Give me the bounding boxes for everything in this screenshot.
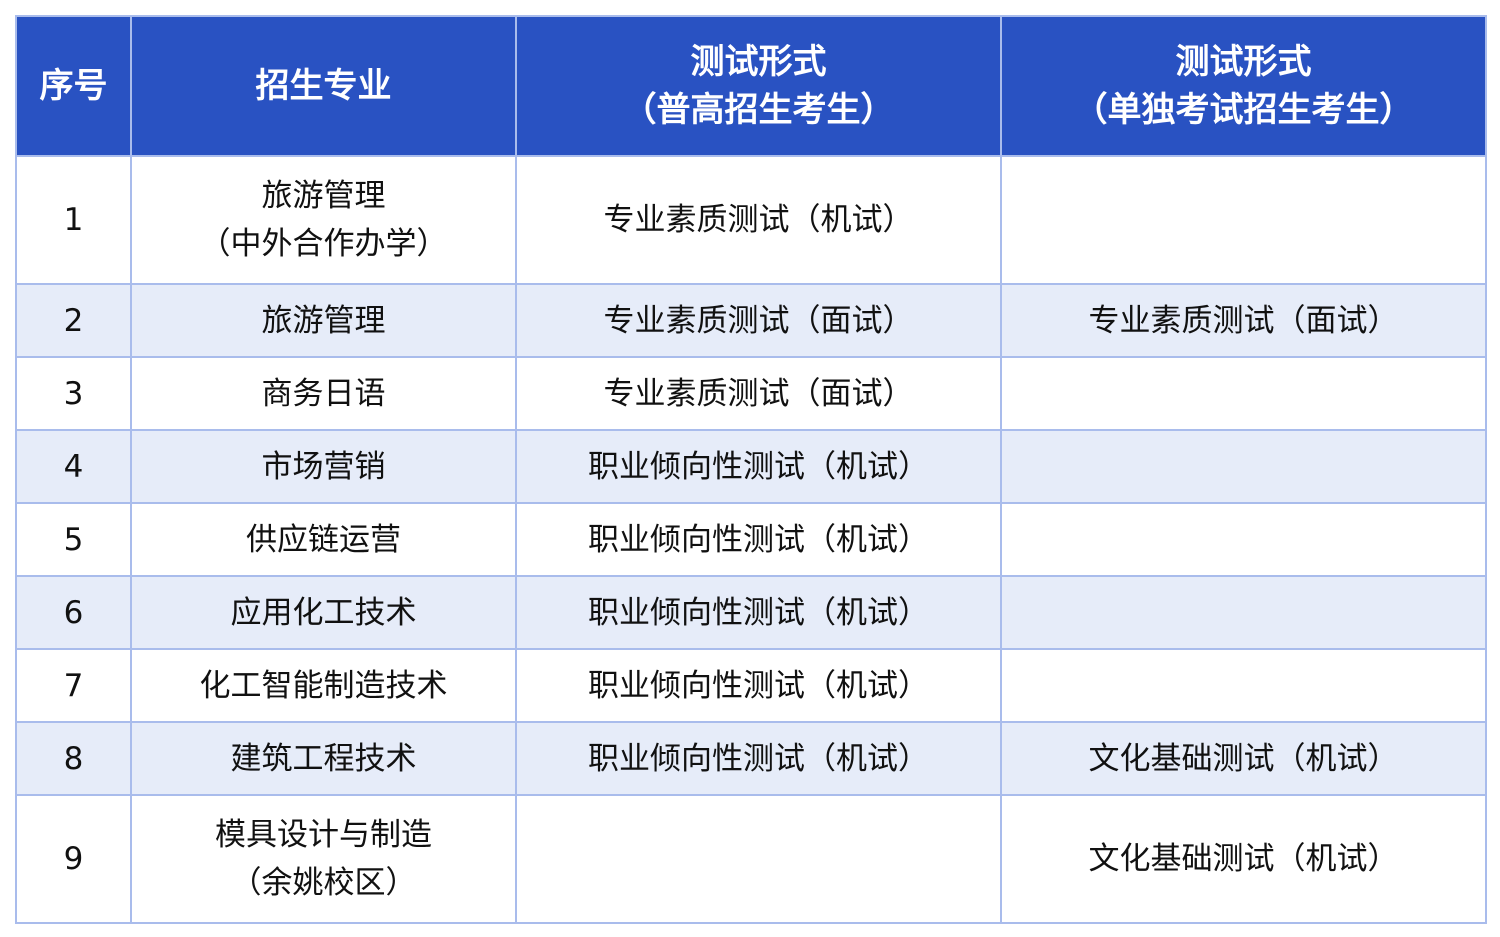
cell-test-single (1000, 429, 1487, 504)
cell-index: 3 (15, 356, 132, 431)
cell-test-general: 职业倾向性测试（机试） (515, 648, 1002, 723)
major-line: 供应链运营 (246, 521, 401, 558)
cell-test-single (1000, 155, 1487, 285)
cell-test-single: 文化基础测试（机试） (1000, 794, 1487, 924)
cell-test-single (1000, 575, 1487, 650)
test-format-table: 序号 招生专业 测试形式 （普高招生考生） 测试形式 （单独考试招生考生） 1 旅游管理 （中… (15, 15, 1487, 924)
cell-test-single (1000, 648, 1487, 723)
cell-test-general: 专业素质测试（面试） (515, 283, 1002, 358)
major-line: 商务日语 (261, 375, 386, 412)
cell-major: 模具设计与制造 （余姚校区） (130, 794, 517, 924)
table-row: 8 建筑工程技术 职业倾向性测试（机试） 文化基础测试（机试） (15, 721, 1487, 796)
major-line: 旅游管理 (261, 178, 386, 214)
table-row: 6 应用化工技术 职业倾向性测试（机试） (15, 575, 1487, 650)
major-line: （余姚校区） (230, 865, 417, 901)
cell-major: 化工智能制造技术 (130, 648, 517, 723)
cell-test-general (515, 794, 1002, 924)
cell-test-general: 职业倾向性测试（机试） (515, 575, 1002, 650)
table-row: 1 旅游管理 （中外合作办学） 专业素质测试（机试） (15, 155, 1487, 285)
cell-index: 4 (15, 429, 132, 504)
cell-major: 市场营销 (130, 429, 517, 504)
table-row: 2 旅游管理 专业素质测试（面试） 专业素质测试（面试） (15, 283, 1487, 358)
cell-test-general: 专业素质测试（机试） (515, 155, 1002, 285)
header-test-single: 测试形式 （单独考试招生考生） (1000, 15, 1487, 157)
major-line: 旅游管理 (261, 302, 386, 339)
table-row: 4 市场营销 职业倾向性测试（机试） (15, 429, 1487, 504)
table-row: 3 商务日语 专业素质测试（面试） (15, 356, 1487, 431)
cell-test-general: 职业倾向性测试（机试） (515, 502, 1002, 577)
header-index: 序号 (15, 15, 132, 157)
cell-test-general: 职业倾向性测试（机试） (515, 721, 1002, 796)
cell-test-single: 文化基础测试（机试） (1000, 721, 1487, 796)
table-header-row: 序号 招生专业 测试形式 （普高招生考生） 测试形式 （单独考试招生考生） (15, 15, 1487, 157)
cell-test-single (1000, 502, 1487, 577)
header-major: 招生专业 (130, 15, 517, 157)
cell-test-single (1000, 356, 1487, 431)
table-row: 7 化工智能制造技术 职业倾向性测试（机试） (15, 648, 1487, 723)
cell-test-general: 职业倾向性测试（机试） (515, 429, 1002, 504)
header-line: （单独考试招生考生） (1073, 90, 1414, 130)
cell-major: 应用化工技术 (130, 575, 517, 650)
cell-major: 建筑工程技术 (130, 721, 517, 796)
cell-index: 5 (15, 502, 132, 577)
cell-major: 供应链运营 (130, 502, 517, 577)
header-line: （普高招生考生） (622, 90, 895, 130)
cell-index: 8 (15, 721, 132, 796)
cell-major: 商务日语 (130, 356, 517, 431)
header-line: 测试形式 (1175, 42, 1312, 82)
cell-index: 7 (15, 648, 132, 723)
cell-major: 旅游管理 （中外合作办学） (130, 155, 517, 285)
header-line: 测试形式 (690, 42, 827, 82)
header-line: 序号 (39, 66, 108, 106)
cell-index: 1 (15, 155, 132, 285)
major-line: 化工智能制造技术 (199, 667, 448, 704)
table-row: 9 模具设计与制造 （余姚校区） 文化基础测试（机试） (15, 794, 1487, 924)
table-row: 5 供应链运营 职业倾向性测试（机试） (15, 502, 1487, 577)
cell-test-general: 专业素质测试（面试） (515, 356, 1002, 431)
major-line: 应用化工技术 (230, 594, 417, 631)
cell-test-single: 专业素质测试（面试） (1000, 283, 1487, 358)
major-line: （中外合作办学） (199, 226, 448, 262)
cell-index: 9 (15, 794, 132, 924)
major-line: 市场营销 (261, 448, 386, 485)
cell-index: 6 (15, 575, 132, 650)
cell-major: 旅游管理 (130, 283, 517, 358)
major-line: 模具设计与制造 (215, 817, 432, 853)
major-line: 建筑工程技术 (230, 740, 417, 777)
header-line: 招生专业 (255, 66, 392, 106)
header-test-general: 测试形式 （普高招生考生） (515, 15, 1002, 157)
cell-index: 2 (15, 283, 132, 358)
